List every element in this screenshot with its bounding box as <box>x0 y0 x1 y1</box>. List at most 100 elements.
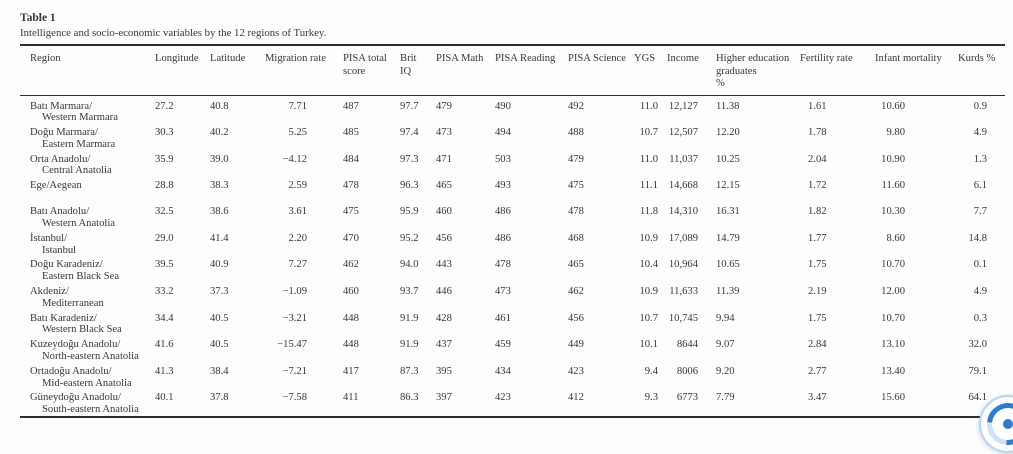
column-header: PISA Math <box>436 53 484 64</box>
cell: 460 <box>436 206 452 218</box>
cell: 34.4 <box>155 312 174 324</box>
region-name: Ege/Aegean <box>30 180 82 192</box>
table-row: Batı Anadolu/Western Anatolia 32.5 38.6 3.6… <box>20 203 1005 230</box>
cell: 91.9 <box>400 312 419 324</box>
region-name: Batı Karadeniz/Western Black Sea <box>30 312 122 336</box>
cell: 97.4 <box>400 127 419 139</box>
cell: 460 <box>343 286 359 298</box>
cell: 7.7 <box>973 206 987 218</box>
cell: −4.12 <box>282 153 307 165</box>
cell: 12,127 <box>668 100 698 112</box>
cell: 38.6 <box>210 206 229 218</box>
cell: 0.1 <box>973 259 987 271</box>
cell: 1.78 <box>808 127 827 139</box>
cell: 38.3 <box>210 180 229 192</box>
cell: −7.21 <box>282 365 307 377</box>
cell: 10,964 <box>668 259 698 271</box>
column-header: YGS <box>634 53 656 64</box>
cell: 2.19 <box>808 286 827 298</box>
cell: 10.70 <box>881 259 905 271</box>
cell: 2.04 <box>808 153 827 165</box>
cell: 417 <box>343 365 359 377</box>
cell: 37.3 <box>210 286 229 298</box>
cell: 12.15 <box>716 180 740 192</box>
cell: 462 <box>343 259 359 271</box>
cell: 11.60 <box>881 180 905 192</box>
cell: 41.6 <box>155 339 174 351</box>
cell: 484 <box>343 153 359 165</box>
cell: 38.4 <box>210 365 229 377</box>
column-header: PISA Science <box>568 53 626 64</box>
column-header: Higher education graduates % <box>716 53 790 89</box>
cell: 40.2 <box>210 127 229 139</box>
cell: 10,745 <box>668 312 698 324</box>
cell: 475 <box>568 180 584 192</box>
region-name: Doğu Marmara/Eastern Marmara <box>30 127 116 150</box>
cell: 96.3 <box>400 180 419 192</box>
cell: 6773 <box>676 392 698 404</box>
cell: 478 <box>568 206 584 218</box>
table-row: Ortadoğu Anadolu/Mid-eastern Anatolia 41.… <box>20 363 1005 390</box>
cell: 6.1 <box>973 180 987 192</box>
cell: 37.8 <box>210 392 229 404</box>
table-row: Doğu Marmara/Eastern Marmara 30.3 40.2 5.25… <box>20 124 1005 151</box>
column-header: Latitude <box>210 53 246 64</box>
cell: 30.3 <box>155 127 174 139</box>
cell: 1.72 <box>808 180 827 192</box>
cell: 95.9 <box>400 206 419 218</box>
cell: 41.3 <box>155 365 174 377</box>
cell: 478 <box>343 180 359 192</box>
cell: 465 <box>436 180 452 192</box>
cell: 39.0 <box>210 153 229 165</box>
cell: 40.8 <box>210 100 229 112</box>
cell: 7.71 <box>288 100 307 112</box>
cell: −1.09 <box>282 286 307 298</box>
header-row: Region Longitude Latitude Migration rate PIS… <box>20 45 1005 95</box>
cell: 492 <box>568 100 584 112</box>
cell: 28.8 <box>155 180 174 192</box>
cell: 10.7 <box>639 312 658 324</box>
cell: 10.4 <box>639 259 658 271</box>
cell: 490 <box>495 100 511 112</box>
cell: 471 <box>436 153 452 165</box>
cell: 10.9 <box>639 286 658 298</box>
cell: −7.58 <box>282 392 307 404</box>
cell: 475 <box>343 206 359 218</box>
cell: 4.9 <box>973 286 987 298</box>
region-name: Orta Anadolu/Central Anatolia <box>30 153 112 177</box>
cell: 10.70 <box>881 312 905 324</box>
table-row: Ege/Aegean 28.8 38.3 2.59 478 96.3 465 493 475 11… <box>20 177 1005 203</box>
cell: 79.1 <box>968 365 987 377</box>
cell: 97.3 <box>400 153 419 165</box>
cell: 11.8 <box>639 206 658 218</box>
region-name: Batı Marmara/Western Marmara <box>30 100 118 124</box>
cell: 473 <box>436 127 452 139</box>
column-header: Region <box>30 53 61 64</box>
cell: 456 <box>568 312 584 324</box>
table-row: Orta Anadolu/Central Anatolia 35.9 39.0 −4.… <box>20 151 1005 178</box>
cell: 0.9 <box>973 100 987 112</box>
column-header: Income <box>667 53 699 64</box>
cell: 41.4 <box>210 232 229 244</box>
cell: 91.9 <box>400 339 419 351</box>
table-header: Region Longitude Latitude Migration rate PIS… <box>20 45 1005 95</box>
table-body: Batı Marmara/Western Marmara 27.2 40.8 7.71… <box>20 95 1005 417</box>
cell: 64.1 <box>968 392 987 404</box>
cell: 32.5 <box>155 206 174 218</box>
column-header: Migration rate <box>265 53 326 64</box>
cell: 479 <box>436 100 452 112</box>
cell: 14,310 <box>668 206 698 218</box>
cell: 1.77 <box>808 232 827 244</box>
cell: 12.20 <box>716 127 740 139</box>
region-name: İstanbul/Istanbul <box>30 232 77 256</box>
cell: 7.27 <box>288 259 307 271</box>
cell: 10.30 <box>881 206 905 218</box>
cell: 9.4 <box>644 365 658 377</box>
region-name: Güneydoğu Anadolu/South-eastern Anatolia <box>30 392 139 416</box>
cell: 1.82 <box>808 206 827 218</box>
cell: 434 <box>495 365 511 377</box>
cell: −3.21 <box>282 312 307 324</box>
cell: 86.3 <box>400 392 419 404</box>
cell: 1.75 <box>808 312 827 324</box>
table-row: Güneydoğu Anadolu/South-eastern Anatolia… <box>20 389 1005 417</box>
